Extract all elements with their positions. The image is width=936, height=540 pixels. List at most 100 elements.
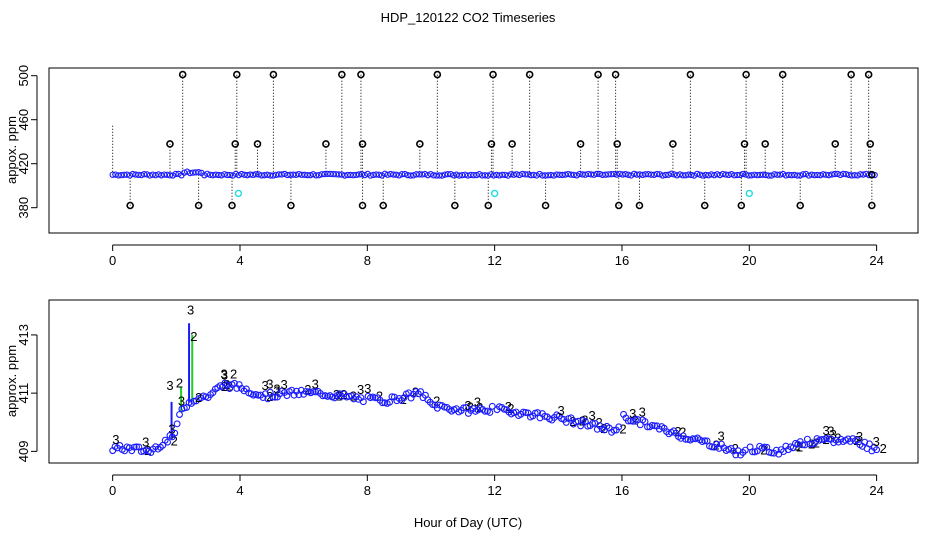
bottom-data-point — [749, 448, 756, 456]
top-baseline-point — [418, 171, 426, 178]
top-baseline-point — [668, 170, 675, 177]
top-baseline-point — [407, 172, 414, 179]
bottom-blue-label: 3 — [178, 393, 185, 408]
top-baseline-point — [315, 171, 323, 179]
bottom-green-label: 2 — [600, 421, 607, 436]
bottom-data-point — [133, 443, 140, 451]
top-baseline-point — [622, 170, 629, 178]
top-baseline-point — [774, 171, 781, 178]
top-spike-marker — [508, 140, 516, 148]
top-baseline-point — [742, 171, 749, 178]
top-baseline-point — [496, 172, 503, 179]
top-baseline-point — [459, 171, 466, 179]
bottom-y-tick-label: 411 — [16, 383, 31, 404]
top-baseline-point — [854, 172, 861, 179]
bottom-blue-label: 3 — [629, 406, 636, 421]
top-baseline-point — [172, 170, 179, 178]
top-baseline-point — [444, 170, 451, 178]
top-baseline-point — [335, 171, 343, 178]
bottom-point-label: 2 — [190, 329, 197, 344]
bottom-blue-label: 3 — [261, 378, 268, 393]
bottom-x-tick-label: 20 — [742, 483, 756, 498]
top-baseline-point — [630, 170, 638, 178]
top-baseline-point — [851, 172, 858, 179]
top-baseline-point — [275, 171, 282, 178]
top-baseline-point — [731, 172, 738, 179]
top-baseline-point — [765, 172, 772, 179]
top-baseline-point — [186, 169, 194, 177]
top-baseline-point — [215, 171, 222, 179]
bottom-point-label: 3 — [166, 378, 173, 393]
top-spike-marker — [541, 201, 550, 210]
bottom-data-point — [806, 440, 814, 448]
top-baseline-point — [258, 172, 265, 179]
top-baseline-point — [158, 172, 165, 179]
top-baseline-point — [310, 171, 317, 178]
top-spike-marker — [233, 70, 241, 79]
bottom-green-label: 2 — [144, 443, 151, 458]
top-baseline-point — [112, 171, 119, 178]
top-plot-frame — [48, 67, 919, 234]
bottom-data-point — [866, 440, 873, 448]
top-spike-marker — [379, 201, 388, 210]
bottom-green-label: 2 — [223, 377, 230, 392]
top-spike-marker — [613, 140, 621, 148]
top-baseline-points — [109, 168, 878, 179]
top-spike-marker — [614, 201, 623, 210]
top-baseline-point — [249, 171, 257, 179]
top-baseline-point — [438, 172, 446, 179]
top-baseline-point — [358, 171, 366, 178]
top-baseline-point — [109, 171, 116, 178]
bottom-data-point — [643, 423, 651, 431]
top-baseline-point — [304, 171, 311, 179]
bottom-data-point — [801, 441, 809, 449]
top-spike-marker — [686, 70, 695, 79]
bottom-green-label: 2 — [853, 433, 860, 448]
top-baseline-point — [353, 171, 360, 179]
bottom-point-label: 2 — [230, 367, 237, 382]
bottom-point-label: 3 — [112, 432, 119, 447]
top-baseline-point — [456, 172, 463, 179]
top-spike-marker — [484, 201, 493, 210]
top-spike-marker — [700, 201, 709, 210]
top-spike-marker — [269, 70, 278, 79]
top-spike-marker — [868, 170, 876, 179]
bottom-blue-label: 3 — [364, 381, 371, 396]
top-baseline-point — [470, 172, 477, 179]
top-baseline-point — [132, 171, 139, 178]
top-baseline-point — [567, 171, 575, 178]
top-baseline-point — [570, 171, 578, 178]
top-baseline-point — [676, 171, 684, 178]
bottom-data-point — [481, 407, 489, 415]
top-baseline-point — [138, 171, 145, 179]
top-baseline-point — [576, 170, 583, 178]
top-baseline-point — [120, 171, 128, 178]
top-baseline-point — [653, 170, 661, 178]
top-cyan-marker — [234, 189, 243, 198]
top-baseline-point — [181, 169, 188, 176]
top-baseline-point — [221, 171, 228, 178]
top-baseline-point — [289, 171, 297, 178]
top-baseline-point — [679, 172, 686, 179]
top-spike-marker — [669, 140, 677, 148]
bottom-data-point — [386, 398, 394, 406]
top-baseline-point — [593, 170, 600, 178]
top-y-axis-title: appox. ppm — [4, 116, 19, 184]
bottom-blue-label: 3 — [273, 382, 280, 397]
bottom-blue-label: 3 — [266, 377, 273, 392]
bottom-data-point — [701, 437, 709, 445]
bottom-green-label: 2 — [171, 434, 178, 449]
top-baseline-point — [267, 172, 274, 179]
top-baseline-point — [814, 171, 821, 179]
top-baseline-point — [341, 172, 348, 179]
top-x-tick-label: 12 — [487, 253, 501, 268]
bottom-green-label: 2 — [813, 436, 820, 451]
top-baseline-point — [799, 171, 807, 178]
top-baseline-point — [163, 171, 171, 178]
top-baseline-point — [840, 170, 847, 178]
top-baseline-point — [828, 171, 835, 178]
top-y-tick-label: 500 — [16, 65, 31, 87]
top-spike-marker — [287, 201, 295, 210]
